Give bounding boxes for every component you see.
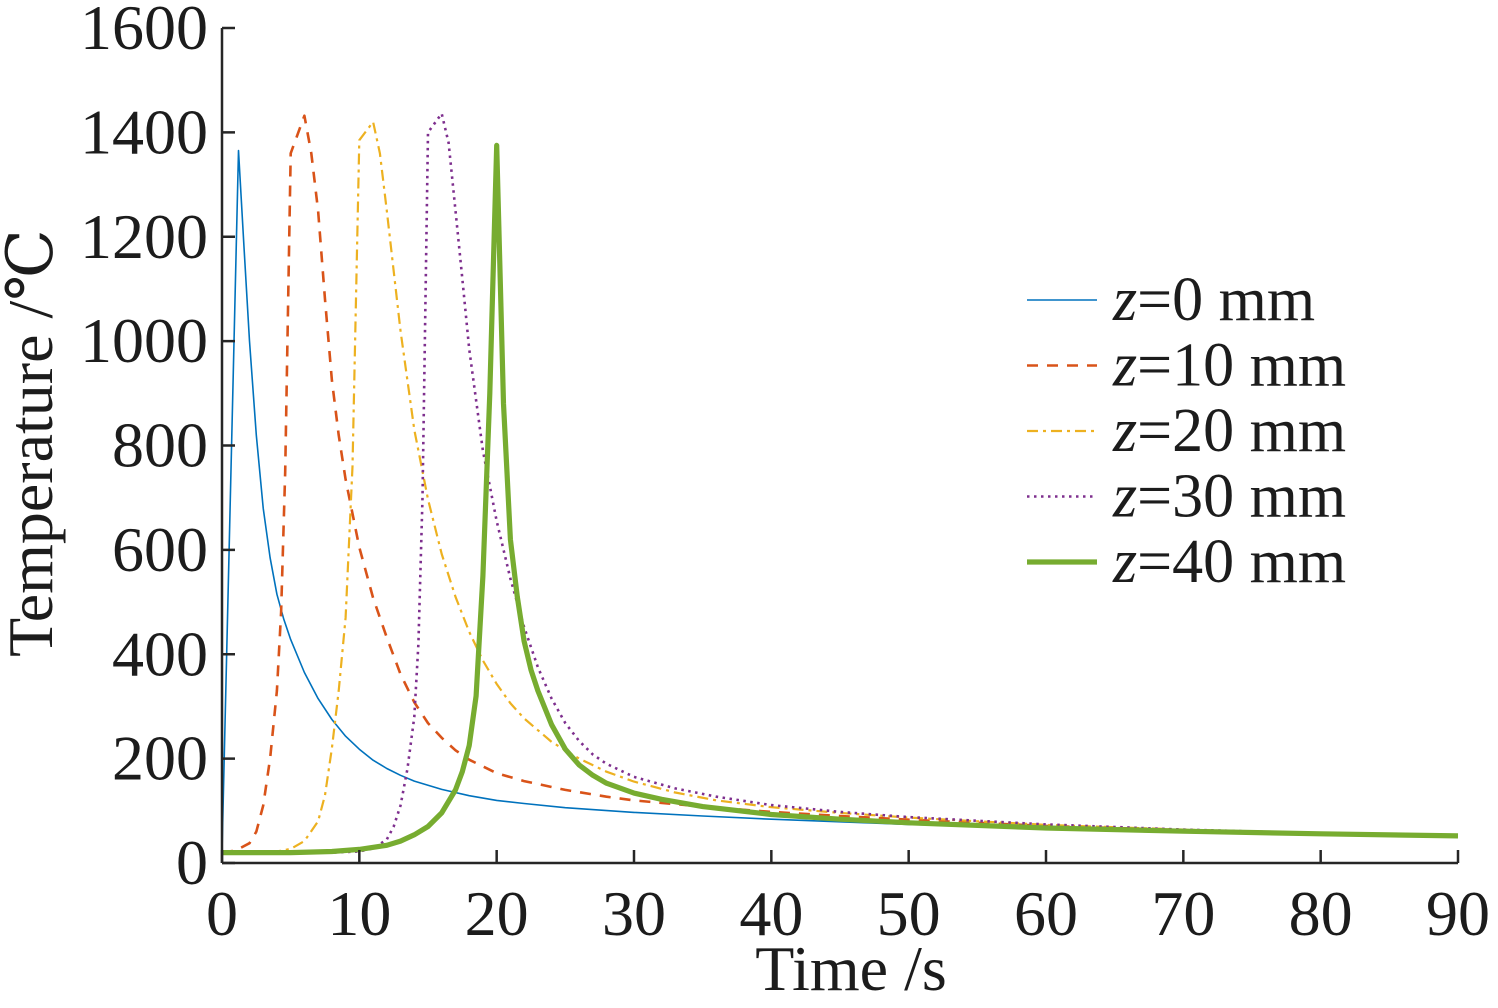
legend-item: z=20 mm [1027, 397, 1346, 465]
x-axis-ticks: 0 10 20 30 40 50 60 70 80 90 [206, 850, 1490, 949]
y-tick-label: 1200 [80, 201, 208, 272]
y-tick-label: 800 [112, 410, 208, 481]
y-axis-label: Temperature /℃ [0, 229, 66, 657]
x-tick-label: 90 [1426, 878, 1490, 949]
series-line-4 [222, 112, 1459, 854]
y-tick-label: 200 [112, 723, 208, 794]
series-layer [221, 112, 1459, 856]
legend-item: z=40 mm [1027, 528, 1346, 596]
legend-label: z=10 mm [1112, 332, 1346, 400]
x-tick-label: 30 [602, 878, 666, 949]
series-line-5 [222, 142, 1459, 856]
x-tick-label: 50 [877, 878, 941, 949]
y-tick-label: 1000 [80, 305, 208, 376]
legend-label: z=40 mm [1112, 528, 1346, 596]
x-tick-label: 40 [739, 878, 803, 949]
series-line-3 [222, 120, 1459, 854]
y-axis-ticks: 0 200 400 600 800 1000 1200 1400 1600 [80, 0, 235, 898]
x-tick-label: 0 [206, 878, 238, 949]
legend-label: z=0 mm [1112, 266, 1315, 334]
x-tick-label: 80 [1289, 878, 1353, 949]
x-tick-label: 10 [327, 878, 391, 949]
x-tick-label: 70 [1151, 878, 1215, 949]
x-axis-label: Time /s [755, 933, 947, 1004]
y-tick-label: 0 [176, 827, 208, 898]
x-tick-label: 60 [1014, 878, 1078, 949]
legend-label: z=20 mm [1112, 397, 1346, 465]
legend-label: z=30 mm [1112, 463, 1346, 531]
legend-item: z=10 mm [1027, 332, 1346, 400]
legend: z=0 mmz=10 mmz=20 mmz=30 mmz=40 mm [1027, 266, 1346, 596]
y-tick-label: 1400 [80, 96, 208, 167]
y-tick-label: 1600 [80, 0, 208, 63]
series-line-1 [221, 149, 1459, 853]
x-tick-label: 20 [465, 878, 529, 949]
y-tick-label: 600 [112, 514, 208, 585]
legend-item: z=30 mm [1027, 463, 1346, 531]
legend-item: z=0 mm [1027, 266, 1315, 334]
y-tick-label: 400 [112, 618, 208, 689]
